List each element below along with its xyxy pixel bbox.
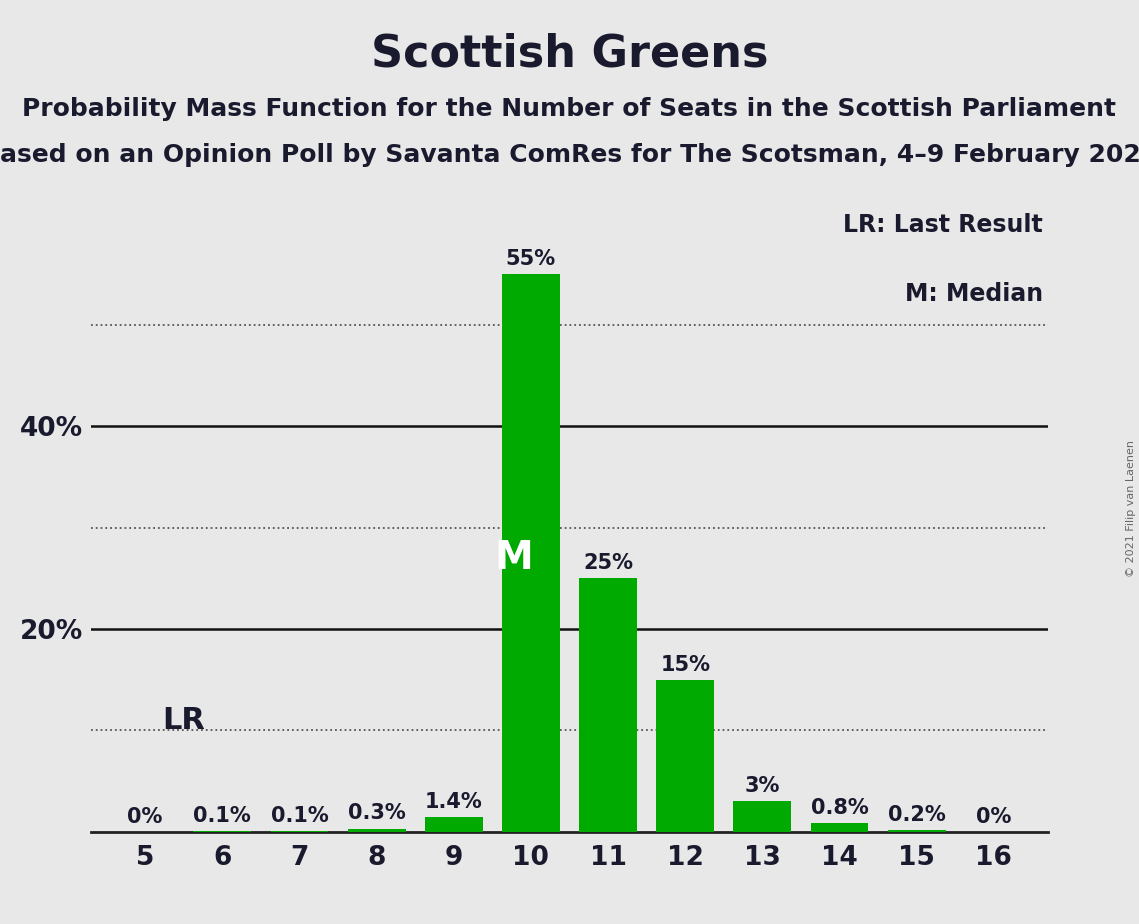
Text: M: M xyxy=(494,539,533,577)
Bar xyxy=(656,679,714,832)
Text: 15%: 15% xyxy=(661,654,711,675)
Text: © 2021 Filip van Laenen: © 2021 Filip van Laenen xyxy=(1126,440,1136,577)
Text: 0.1%: 0.1% xyxy=(271,806,328,825)
Bar xyxy=(887,830,945,832)
Text: Scottish Greens: Scottish Greens xyxy=(371,32,768,76)
Bar xyxy=(502,274,560,832)
Text: M: Median: M: Median xyxy=(906,282,1043,306)
Bar xyxy=(811,823,869,832)
Bar xyxy=(734,801,792,832)
Text: 0%: 0% xyxy=(976,807,1011,827)
Bar xyxy=(579,578,637,832)
Text: LR: Last Result: LR: Last Result xyxy=(843,213,1043,237)
Text: 0.8%: 0.8% xyxy=(811,798,868,819)
Text: 3%: 3% xyxy=(745,776,780,796)
Text: 0.1%: 0.1% xyxy=(194,806,252,825)
Text: 0%: 0% xyxy=(128,807,163,827)
Text: 0.3%: 0.3% xyxy=(347,804,405,823)
Text: 55%: 55% xyxy=(506,249,556,269)
Text: Probability Mass Function for the Number of Seats in the Scottish Parliament: Probability Mass Function for the Number… xyxy=(23,97,1116,121)
Bar xyxy=(194,831,252,832)
Text: 25%: 25% xyxy=(583,553,633,573)
Bar xyxy=(425,818,483,832)
Text: Based on an Opinion Poll by Savanta ComRes for The Scotsman, 4–9 February 2021: Based on an Opinion Poll by Savanta ComR… xyxy=(0,143,1139,167)
Bar xyxy=(347,829,405,832)
Text: 1.4%: 1.4% xyxy=(425,793,483,812)
Bar xyxy=(271,831,328,832)
Text: 0.2%: 0.2% xyxy=(887,805,945,824)
Text: LR: LR xyxy=(162,706,205,736)
